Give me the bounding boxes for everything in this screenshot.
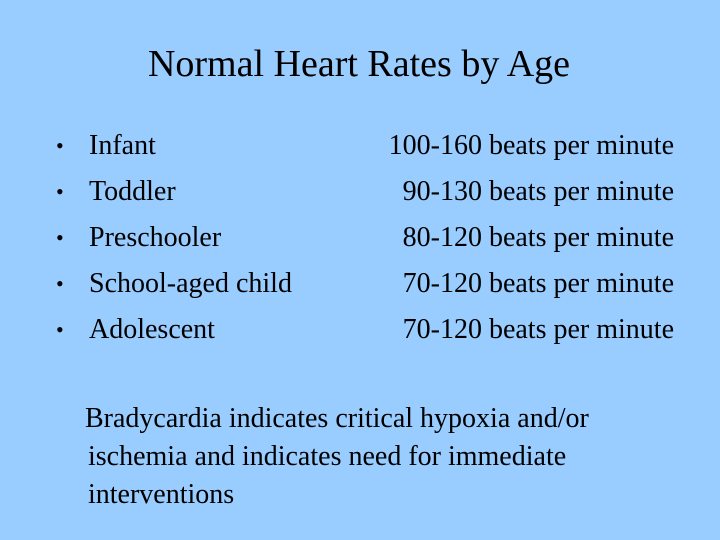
list-item: • Preschooler 80-120 beats per minute xyxy=(0,218,720,264)
slide-title-text: Normal Heart Rates by Age xyxy=(147,43,571,85)
list-item: • Infant 100-160 beats per minute xyxy=(0,126,720,172)
note-line: interventions xyxy=(88,479,235,510)
bullet-icon: • xyxy=(56,179,64,204)
age-group-label: Preschooler xyxy=(89,222,222,253)
heart-rate-value: 70-120 beats per minute xyxy=(402,314,674,345)
heart-rate-value: 70-120 beats per minute xyxy=(402,268,674,299)
age-group-label: Adolescent xyxy=(89,314,215,345)
bullet-icon: • xyxy=(56,271,64,296)
list-item: • School-aged child 70-120 beats per min… xyxy=(0,264,720,310)
bradycardia-note: Bradycardia indicates critical hypoxia a… xyxy=(85,400,688,514)
heart-rate-value: 100-160 beats per minute xyxy=(388,130,674,161)
age-group-label: Infant xyxy=(89,130,156,161)
list-item: • Toddler 90-130 beats per minute xyxy=(0,172,720,218)
bullet-icon: • xyxy=(56,133,64,158)
heart-rate-value: 90-130 beats per minute xyxy=(402,176,674,207)
slide-title: Normal Heart Rates by Age xyxy=(0,42,720,86)
heart-rate-list: • Infant 100-160 beats per minute • Todd… xyxy=(0,126,720,356)
heart-rate-value: 80-120 beats per minute xyxy=(402,222,674,253)
bullet-icon: • xyxy=(56,225,64,250)
note-line: ischemia and indicates need for immediat… xyxy=(88,441,567,472)
list-item: • Adolescent 70-120 beats per minute xyxy=(0,310,720,356)
age-group-label: Toddler xyxy=(89,176,176,207)
age-group-label: School-aged child xyxy=(89,268,292,299)
bullet-icon: • xyxy=(56,317,64,342)
note-line: Bradycardia indicates critical hypoxia a… xyxy=(85,403,589,434)
